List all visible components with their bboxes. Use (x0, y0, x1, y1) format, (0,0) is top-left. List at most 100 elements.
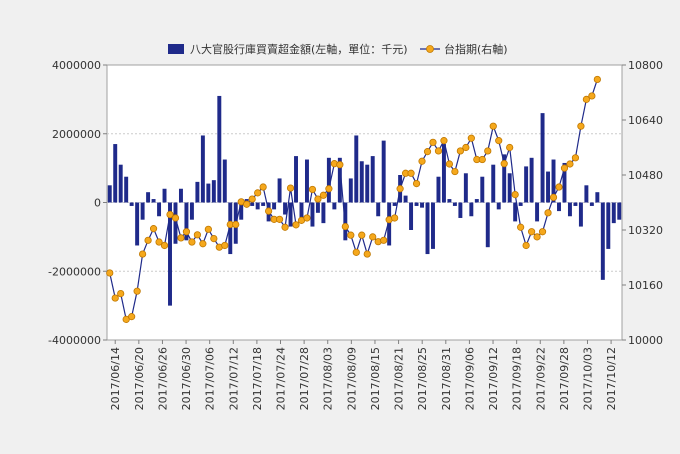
legend-bar-label: 八大官股行庫買賣超金額(左軸，單位：千元) (190, 42, 408, 56)
line-point (560, 164, 569, 172)
line-point (506, 143, 514, 152)
bar (305, 159, 309, 203)
bar (463, 173, 468, 203)
bar (540, 113, 545, 203)
bar (365, 164, 370, 203)
line-point (155, 238, 163, 246)
line-point (106, 269, 114, 277)
line-point (210, 234, 218, 243)
line-point (363, 250, 371, 258)
bar (584, 185, 589, 203)
x-tick-label: 2017/09/12 (487, 347, 500, 410)
x-tick-label: 2017/10/12 (605, 347, 618, 410)
line-point (177, 234, 185, 242)
bar (129, 202, 134, 206)
bar (436, 176, 441, 203)
bar (611, 202, 616, 224)
bar (315, 202, 320, 213)
line-point (243, 200, 251, 208)
line-point (171, 214, 180, 222)
line-point (478, 155, 486, 164)
bar (491, 164, 496, 203)
legend-line-label: 台指期(右軸) (444, 42, 508, 56)
line-point (462, 143, 470, 152)
legend-bar-swatch (168, 44, 184, 54)
bar (195, 181, 200, 203)
line-point (204, 225, 212, 233)
x-tick-label: 2017/06/26 (156, 347, 169, 410)
bar (557, 202, 561, 212)
x-tick-label: 2017/09/22 (534, 347, 547, 410)
bar (288, 202, 293, 227)
x-tick-label: 2017/09/06 (463, 347, 476, 410)
line-point (325, 185, 333, 193)
bar (354, 135, 359, 203)
line-point (489, 122, 497, 130)
line-point (292, 221, 300, 229)
bar (250, 202, 255, 206)
line-point (484, 147, 492, 155)
bar (228, 202, 233, 255)
bar (359, 161, 364, 203)
bar (606, 202, 611, 249)
line-point (451, 167, 459, 176)
right-tick-label: 10000 (628, 334, 663, 347)
x-tick-label: 2017/06/14 (109, 347, 122, 410)
legend-marker-swatch (426, 45, 434, 53)
line-point (160, 241, 169, 250)
bar (151, 199, 156, 203)
bar (529, 157, 534, 203)
bar (222, 159, 227, 203)
bar (255, 202, 260, 210)
line-point (111, 294, 119, 302)
bar (524, 166, 529, 203)
line-point (517, 223, 525, 231)
bar (469, 202, 474, 217)
x-tick-label: 2017/08/15 (369, 347, 382, 410)
line-point (117, 289, 125, 298)
line-point (358, 231, 366, 239)
bar (474, 199, 479, 203)
bar (617, 202, 622, 220)
bar (381, 140, 386, 203)
right-tick-label: 10640 (628, 114, 663, 127)
legend: 八大官股行庫買賣超金額(左軸，單位：千元) 台指期(右軸) (168, 42, 508, 56)
right-axis: 10000 10160 10320 10480 10640 10800 (622, 59, 663, 347)
bar (146, 192, 151, 203)
bar (480, 176, 485, 203)
bar (283, 202, 288, 215)
bar (113, 144, 118, 203)
bar (562, 162, 567, 203)
bar (496, 202, 501, 210)
line-point (423, 148, 432, 156)
line-point (544, 209, 552, 217)
line-point (128, 313, 136, 321)
line-point (149, 225, 158, 233)
x-tick-label: 2017/07/06 (204, 347, 217, 410)
line-point (412, 179, 421, 188)
bar (518, 202, 523, 206)
line-point (440, 137, 448, 145)
line-point (391, 214, 399, 222)
line-point (232, 220, 240, 229)
bar (162, 188, 167, 203)
line-point (445, 160, 454, 168)
bar (420, 202, 424, 208)
line-point (221, 241, 229, 250)
line-point (281, 223, 289, 231)
bar (261, 202, 266, 206)
bar (168, 202, 172, 306)
line-point (495, 137, 503, 145)
line-point (571, 154, 580, 162)
x-tick-label: 2017/07/28 (298, 347, 311, 410)
line-point (582, 95, 590, 103)
line-point (522, 241, 530, 250)
bar (140, 202, 145, 220)
line-point (549, 193, 558, 201)
right-tick-label: 10480 (628, 169, 663, 182)
bar (600, 202, 605, 280)
bar (551, 159, 556, 203)
line-point (467, 134, 475, 142)
bar (332, 202, 337, 210)
